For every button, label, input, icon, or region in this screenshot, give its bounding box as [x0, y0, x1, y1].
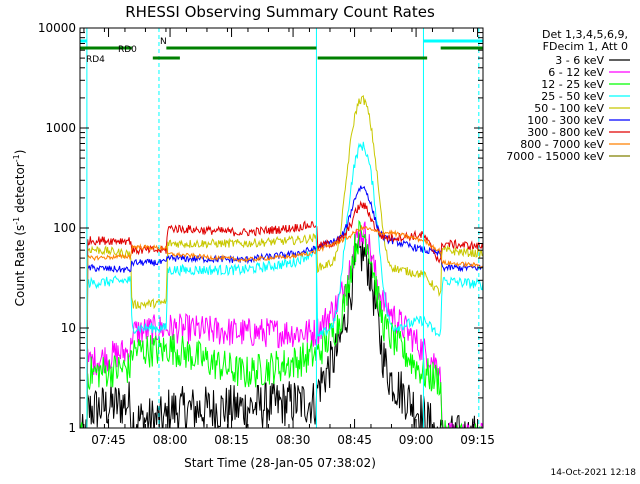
- legend-entry-0: 3 - 6 keV: [555, 54, 604, 67]
- series-line-7: [86, 224, 483, 428]
- series-line-1: [80, 221, 483, 428]
- y-label-part3: ): [13, 150, 27, 155]
- legend-entry-2: 12 - 25 keV: [541, 78, 604, 91]
- series-line-2: [80, 219, 482, 428]
- legend-entry-8: 7000 - 15000 keV: [506, 150, 604, 163]
- series-layer: [80, 95, 483, 428]
- chart-title: RHESSI Observing Summary Count Rates: [125, 3, 435, 21]
- y-tick-label-3: 1000: [45, 121, 76, 135]
- series-line-4: [86, 95, 483, 428]
- y-tick-label-4: 10000: [38, 21, 76, 35]
- night-label: N: [160, 37, 167, 47]
- y-label-part2: detector: [13, 162, 27, 217]
- y-tick-label-1: 10: [61, 321, 76, 335]
- rd0-label: RD0: [118, 45, 137, 55]
- x-tick-label-1: 08:00: [153, 433, 188, 447]
- y-axis-label: Count Rate (s-1 detector-1): [12, 150, 27, 307]
- legend-entry-4: 50 - 100 keV: [534, 102, 604, 115]
- series-line-6: [86, 200, 483, 428]
- axes-layer: 1 10 100 1000 10000 07:45 08:00 08:15 08:30 08:45…: [38, 21, 495, 447]
- x-tick-label-0: 07:45: [91, 433, 126, 447]
- legend-entry-7: 800 - 7000 keV: [520, 138, 604, 151]
- rd4-label: RD4: [86, 55, 105, 65]
- x-tick-label-5: 09:00: [399, 433, 434, 447]
- x-axis-label: Start Time (28-Jan-05 07:38:02): [184, 456, 376, 470]
- series-line-3: [86, 141, 483, 428]
- legend-entry-3: 25 - 50 keV: [541, 90, 604, 103]
- x-tick-label-3: 08:30: [276, 433, 311, 447]
- legend-header-1: FDecim 1, Att 0: [543, 40, 628, 53]
- series-line-0: [81, 233, 483, 428]
- y-tick-label-2: 100: [53, 221, 76, 235]
- legend-entry-5: 100 - 300 keV: [527, 114, 604, 127]
- series-line-5: [86, 185, 483, 428]
- x-tick-label-6: 09:15: [460, 433, 495, 447]
- legend-entry-1: 6 - 12 keV: [548, 66, 604, 79]
- marker-layer: N RD0 RD4: [80, 28, 483, 428]
- legend-entry-6: 300 - 800 keV: [527, 126, 604, 139]
- y-label-sup1: -1: [12, 217, 21, 225]
- legend: Det 1,3,4,5,6,9,FDecim 1, Att 03 - 6 keV…: [506, 28, 630, 163]
- x-tick-label-2: 08:15: [214, 433, 249, 447]
- footer-date: 14-Oct-2021 12:18: [551, 468, 637, 478]
- y-label-sup2: -1: [12, 154, 21, 162]
- y-tick-label-0: 1: [68, 421, 76, 435]
- x-tick-label-4: 08:45: [337, 433, 372, 447]
- legend-header-0: Det 1,3,4,5,6,9,: [542, 28, 628, 41]
- y-label-part1: Count Rate (s: [13, 225, 27, 307]
